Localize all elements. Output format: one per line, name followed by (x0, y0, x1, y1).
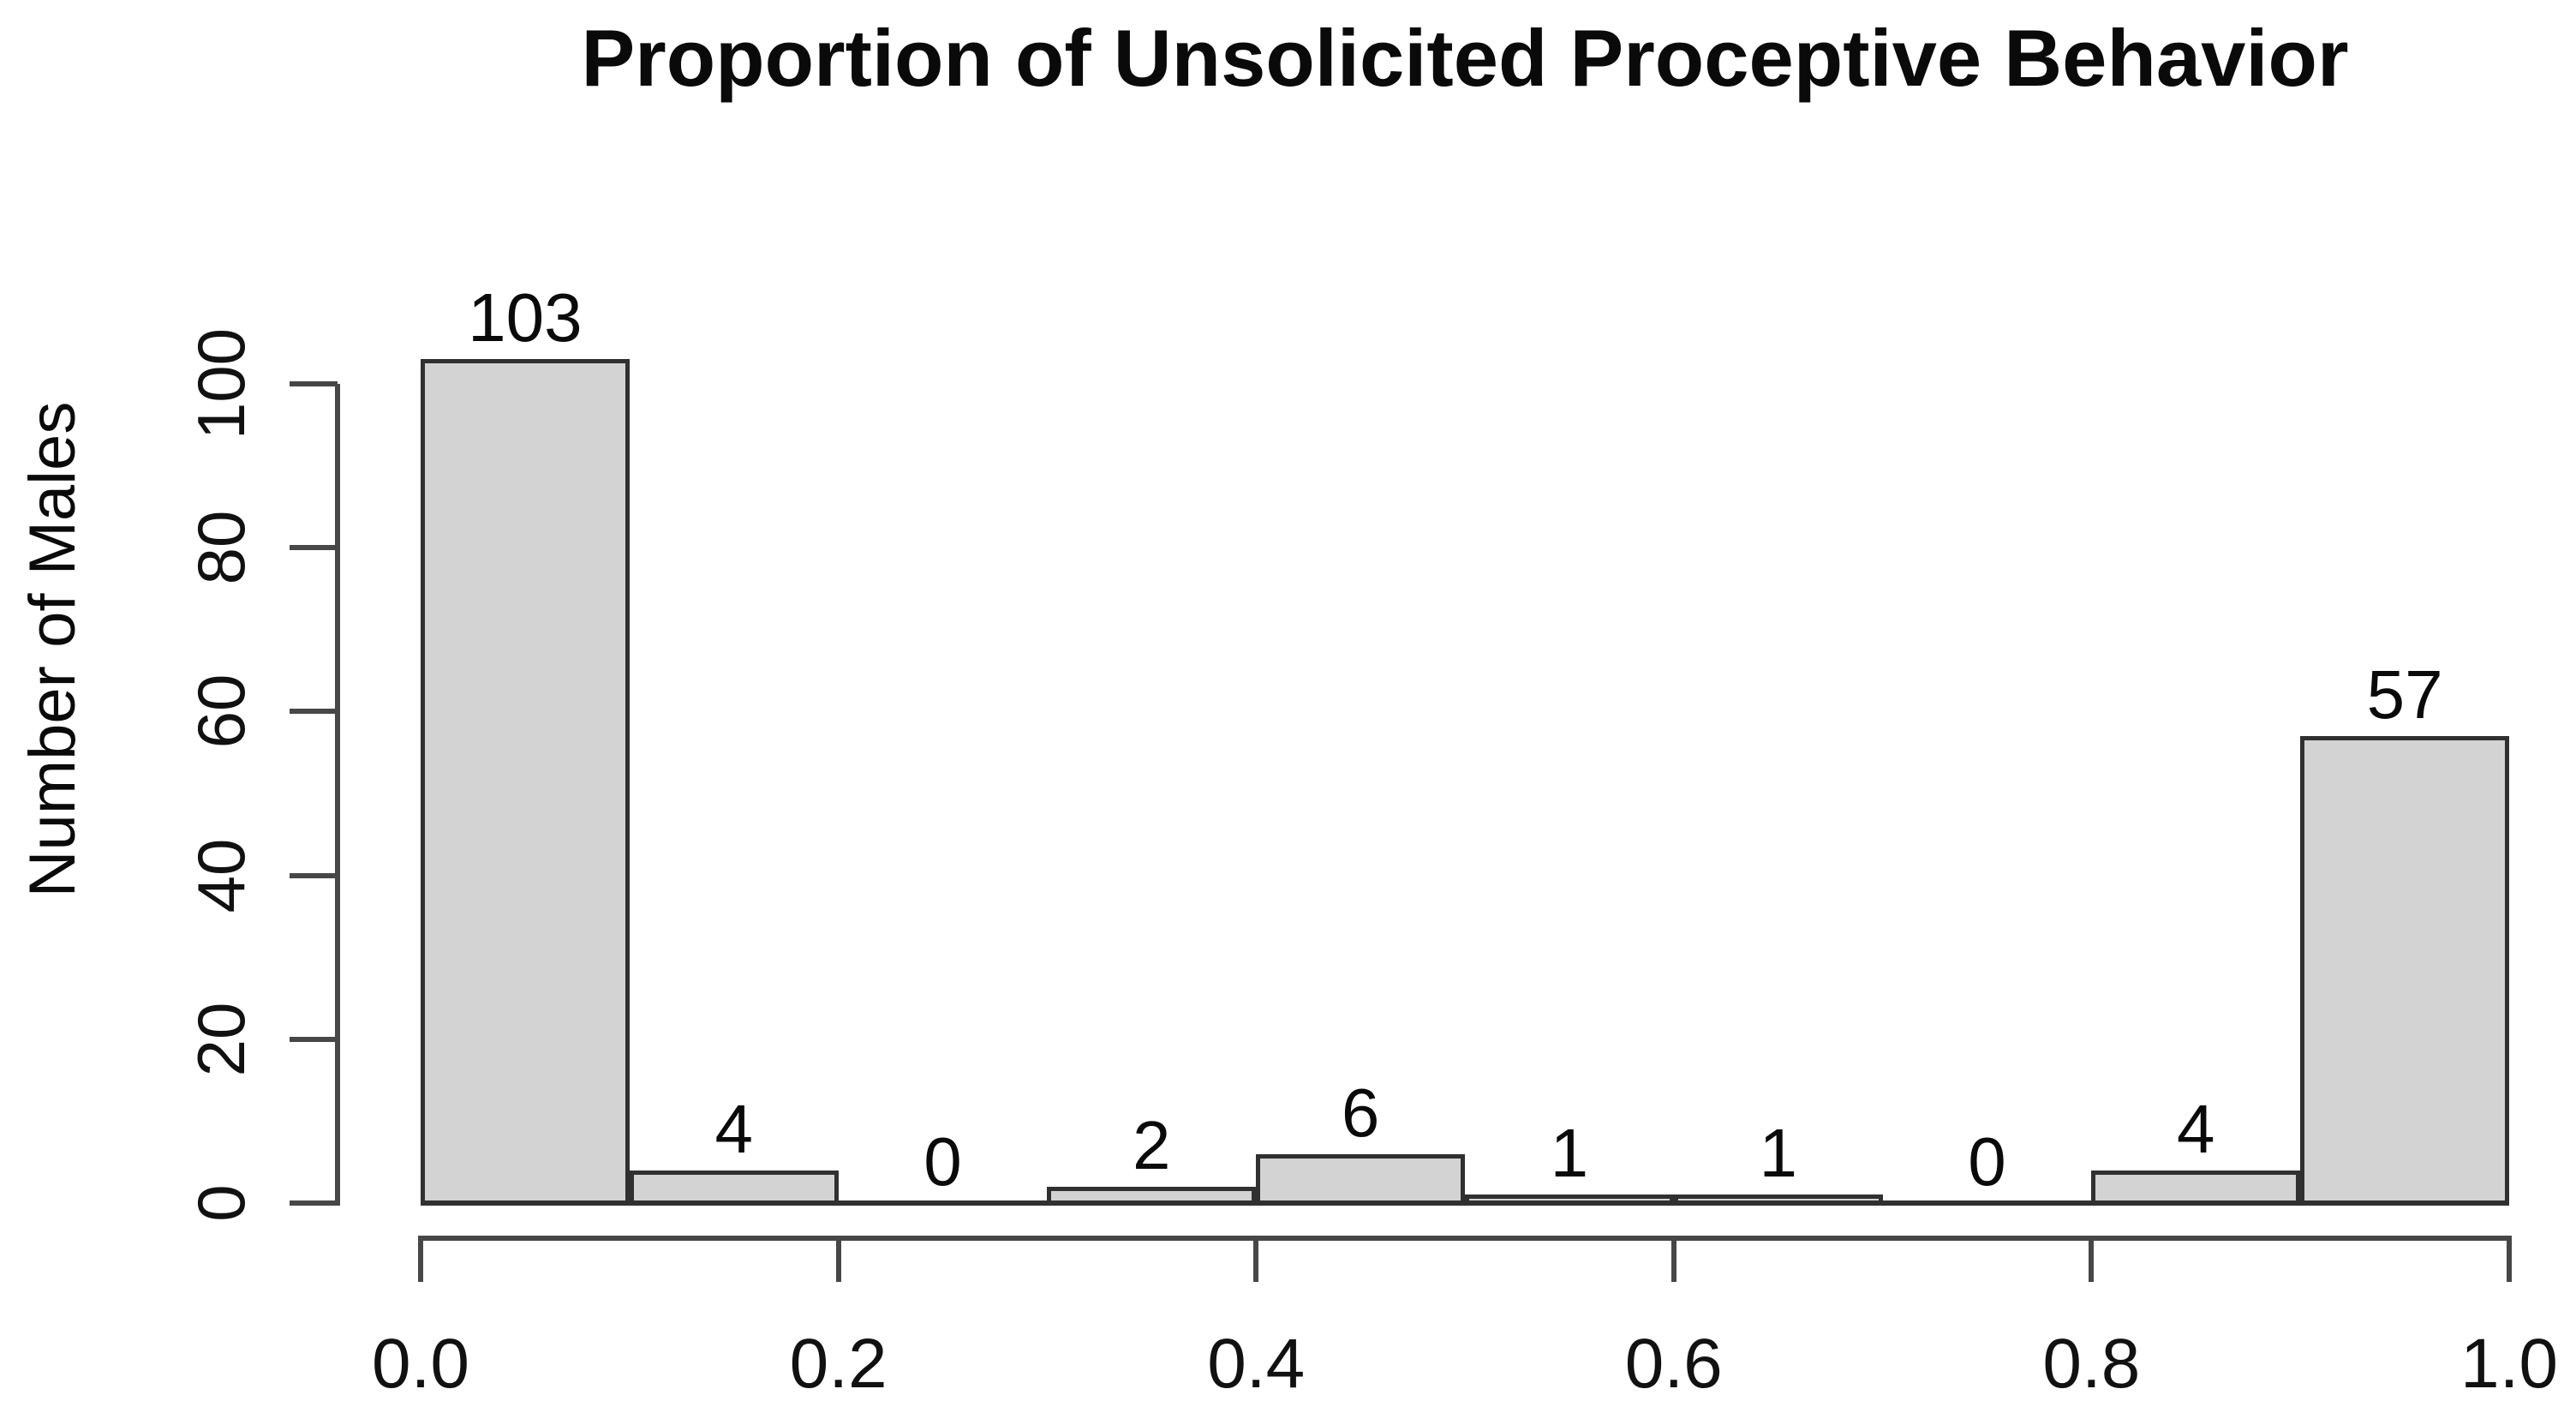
x-axis-line (421, 1236, 2509, 1241)
bar-value-label: 4 (2177, 1090, 2215, 1167)
bar-value-label: 1 (1759, 1115, 1797, 1192)
x-tick-label: 0.4 (1207, 1325, 1306, 1403)
y-tick (290, 1036, 338, 1042)
bar-value-label: 103 (468, 279, 583, 356)
x-tick (1671, 1236, 1676, 1282)
y-tick (290, 709, 338, 715)
x-tick (2507, 1236, 2512, 1282)
bar-value-label: 0 (923, 1123, 962, 1200)
x-tick (2089, 1236, 2095, 1282)
x-tick-label: 0.0 (372, 1325, 469, 1403)
x-tick (418, 1236, 423, 1282)
x-tick-label: 0.2 (789, 1325, 888, 1403)
bar-value-label: 1 (1550, 1115, 1589, 1192)
chart-title: Proportion of Unsolicited Proceptive Beh… (581, 13, 2349, 103)
histogram-bar (1047, 1186, 1257, 1203)
bar-value-label: 4 (714, 1090, 753, 1167)
histogram-bar (2091, 1170, 2301, 1203)
plot-baseline (421, 1200, 2509, 1206)
y-tick (290, 545, 338, 551)
y-tick (290, 872, 338, 878)
histogram-bar (421, 359, 630, 1203)
bar-value-label: 57 (2366, 656, 2443, 733)
bar-value-label: 2 (1133, 1106, 1171, 1183)
x-tick (1253, 1236, 1259, 1282)
x-tick-label: 0.6 (1624, 1325, 1723, 1403)
y-tick (290, 381, 338, 386)
histogram-bar (629, 1170, 839, 1203)
x-tick-label: 1.0 (2460, 1325, 2558, 1403)
bar-value-label: 0 (1968, 1123, 2006, 1200)
y-tick (290, 1200, 338, 1206)
x-tick (835, 1236, 841, 1282)
histogram-bar (2300, 736, 2509, 1203)
histogram-bar (1465, 1194, 1674, 1203)
x-tick-label: 0.8 (2042, 1325, 2141, 1403)
y-axis-line (335, 384, 340, 1206)
histogram-bar (1256, 1153, 1465, 1203)
y-axis-label: Number of Males (16, 401, 89, 898)
y-tick-label: 100 (183, 327, 259, 440)
bar-value-label: 6 (1341, 1074, 1380, 1151)
histogram-bar (1673, 1194, 1883, 1203)
